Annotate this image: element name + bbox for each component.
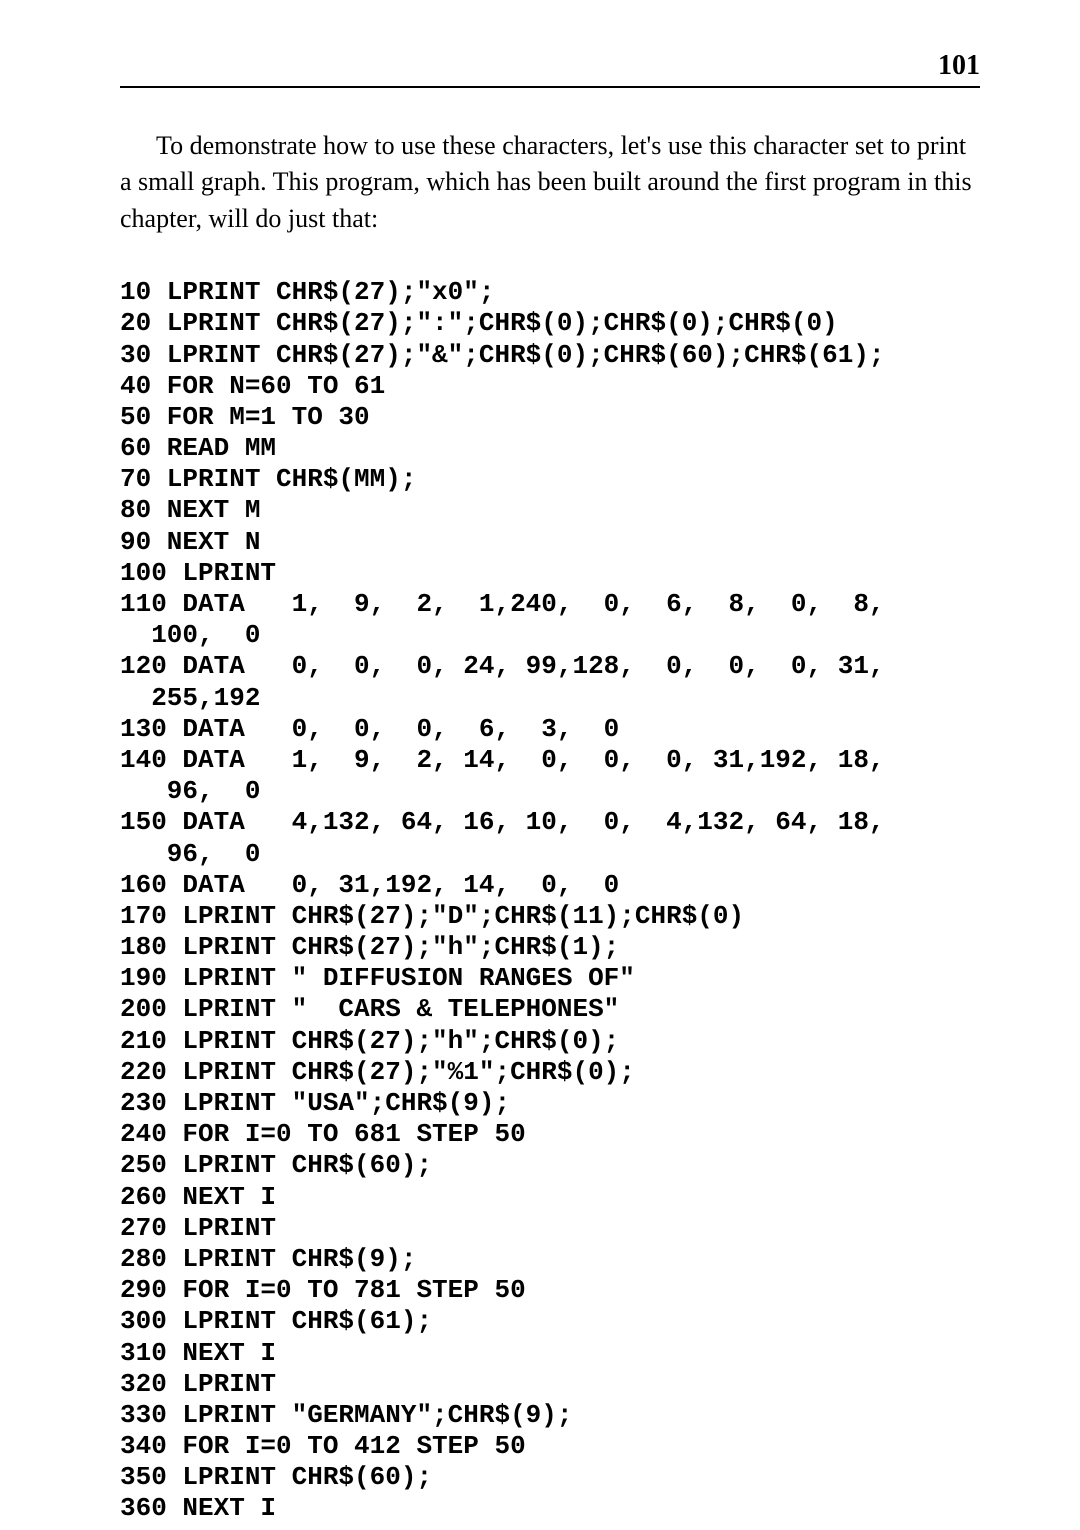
code-line: 50 FOR M=1 TO 30 — [120, 402, 980, 433]
code-line: 90 NEXT N — [120, 527, 980, 558]
code-line: 190 LPRINT " DIFFUSION RANGES OF" — [120, 963, 980, 994]
intro-text: To demonstrate how to use these characte… — [120, 128, 980, 237]
code-line: 260 NEXT I — [120, 1182, 980, 1213]
code-line: 10 LPRINT CHR$(27);"x0"; — [120, 277, 980, 308]
code-line: 170 LPRINT CHR$(27);"D";CHR$(11);CHR$(0) — [120, 901, 980, 932]
code-line: 20 LPRINT CHR$(27);":";CHR$(0);CHR$(0);C… — [120, 308, 980, 339]
code-line: 100, 0 — [120, 620, 980, 651]
code-line: 96, 0 — [120, 839, 980, 870]
code-line: 96, 0 — [120, 776, 980, 807]
code-listing: 10 LPRINT CHR$(27);"x0";20 LPRINT CHR$(2… — [120, 277, 980, 1525]
code-line: 130 DATA 0, 0, 0, 6, 3, 0 — [120, 714, 980, 745]
code-line: 30 LPRINT CHR$(27);"&";CHR$(0);CHR$(60);… — [120, 340, 980, 371]
code-line: 320 LPRINT — [120, 1369, 980, 1400]
code-line: 150 DATA 4,132, 64, 16, 10, 0, 4,132, 64… — [120, 807, 980, 838]
code-line: 280 LPRINT CHR$(9); — [120, 1244, 980, 1275]
code-line: 100 LPRINT — [120, 558, 980, 589]
code-line: 120 DATA 0, 0, 0, 24, 99,128, 0, 0, 0, 3… — [120, 651, 980, 682]
page-header: 101 — [120, 50, 980, 88]
code-line: 240 FOR I=0 TO 681 STEP 50 — [120, 1119, 980, 1150]
code-line: 180 LPRINT CHR$(27);"h";CHR$(1); — [120, 932, 980, 963]
code-line: 350 LPRINT CHR$(60); — [120, 1462, 980, 1493]
code-line: 80 NEXT M — [120, 495, 980, 526]
code-line: 110 DATA 1, 9, 2, 1,240, 0, 6, 8, 0, 8, — [120, 589, 980, 620]
code-line: 310 NEXT I — [120, 1338, 980, 1369]
code-line: 340 FOR I=0 TO 412 STEP 50 — [120, 1431, 980, 1462]
code-line: 140 DATA 1, 9, 2, 14, 0, 0, 0, 31,192, 1… — [120, 745, 980, 776]
code-line: 70 LPRINT CHR$(MM); — [120, 464, 980, 495]
code-line: 330 LPRINT "GERMANY";CHR$(9); — [120, 1400, 980, 1431]
code-line: 40 FOR N=60 TO 61 — [120, 371, 980, 402]
code-line: 210 LPRINT CHR$(27);"h";CHR$(0); — [120, 1026, 980, 1057]
code-line: 255,192 — [120, 683, 980, 714]
code-line: 270 LPRINT — [120, 1213, 980, 1244]
code-line: 290 FOR I=0 TO 781 STEP 50 — [120, 1275, 980, 1306]
code-line: 200 LPRINT " CARS & TELEPHONES" — [120, 994, 980, 1025]
code-line: 250 LPRINT CHR$(60); — [120, 1150, 980, 1181]
code-line: 360 NEXT I — [120, 1493, 980, 1524]
page-number: 101 — [938, 50, 980, 81]
code-line: 160 DATA 0, 31,192, 14, 0, 0 — [120, 870, 980, 901]
code-line: 220 LPRINT CHR$(27);"%1";CHR$(0); — [120, 1057, 980, 1088]
code-line: 300 LPRINT CHR$(61); — [120, 1306, 980, 1337]
code-line: 60 READ MM — [120, 433, 980, 464]
code-line: 230 LPRINT "USA";CHR$(9); — [120, 1088, 980, 1119]
